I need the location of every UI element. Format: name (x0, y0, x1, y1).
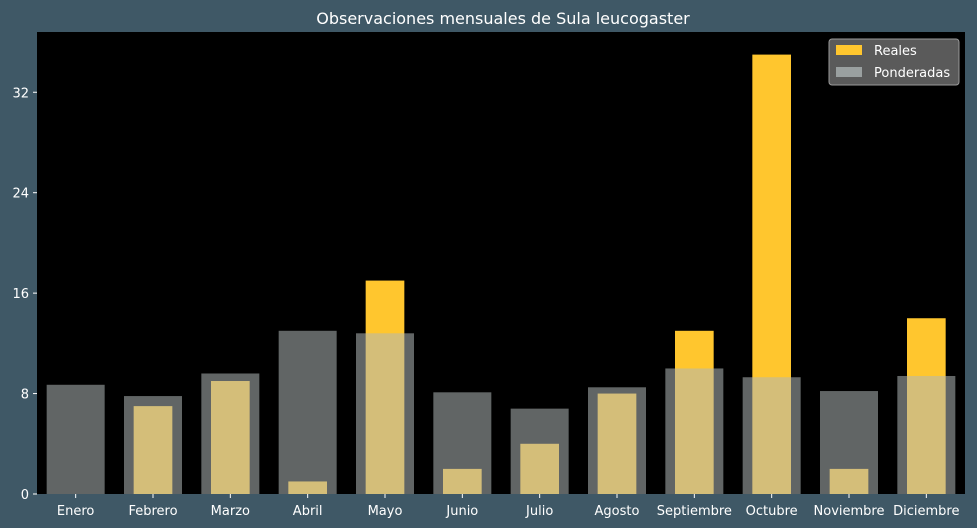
x-tick-label-6: Julio (525, 504, 553, 519)
x-tick-label-5: Junio (445, 504, 478, 519)
y-tick-label-3: 24 (12, 187, 29, 202)
bar-ponderadas-8 (665, 368, 724, 494)
y-tick-label-4: 32 (12, 86, 29, 101)
legend-swatch-ponderadas (836, 67, 862, 77)
x-tick-label-3: Abril (293, 504, 323, 519)
x-tick-label-8: Septiembre (657, 504, 732, 519)
bar-ponderadas-11 (897, 375, 956, 494)
bar-ponderadas-5 (433, 392, 492, 494)
legend-label-reales: Reales (874, 44, 917, 59)
legend-label-ponderadas: Ponderadas (874, 66, 950, 81)
y-axis: 0 8 16 24 32 (12, 86, 37, 503)
legend: Reales Ponderadas (828, 38, 960, 86)
plot-area (37, 32, 965, 494)
y-tick-label-1: 8 (21, 388, 29, 403)
bar-ponderadas-6 (510, 408, 569, 494)
x-tick-label-1: Febrero (128, 504, 177, 519)
x-axis: Enero Febrero Marzo Abril Mayo Junio Julio Agos… (57, 494, 960, 519)
bar-ponderadas-10 (820, 391, 878, 494)
x-tick-label-0: Enero (57, 504, 95, 519)
bar-ponderadas-9 (742, 377, 801, 494)
bar-ponderadas-0 (46, 384, 105, 494)
y-tick-label-2: 16 (12, 287, 29, 302)
bar-ponderadas-3 (278, 330, 337, 494)
x-tick-label-4: Mayo (368, 504, 403, 519)
x-tick-label-2: Marzo (211, 504, 250, 519)
x-tick-label-7: Agosto (595, 504, 640, 519)
bar-ponderadas-7 (588, 387, 646, 494)
bar-ponderadas-1 (124, 396, 182, 494)
x-tick-label-11: Diciembre (893, 504, 959, 519)
bar-ponderadas-2 (201, 373, 260, 494)
x-tick-label-10: Noviembre (814, 504, 885, 519)
x-tick-label-9: Octubre (746, 504, 798, 519)
y-tick-label-0: 0 (21, 488, 29, 503)
legend-swatch-reales (836, 45, 862, 55)
series-ponderadas (46, 330, 956, 494)
bar-ponderadas-4 (356, 333, 414, 494)
chart-title: Observaciones mensuales de Sula leucogas… (316, 9, 690, 28)
